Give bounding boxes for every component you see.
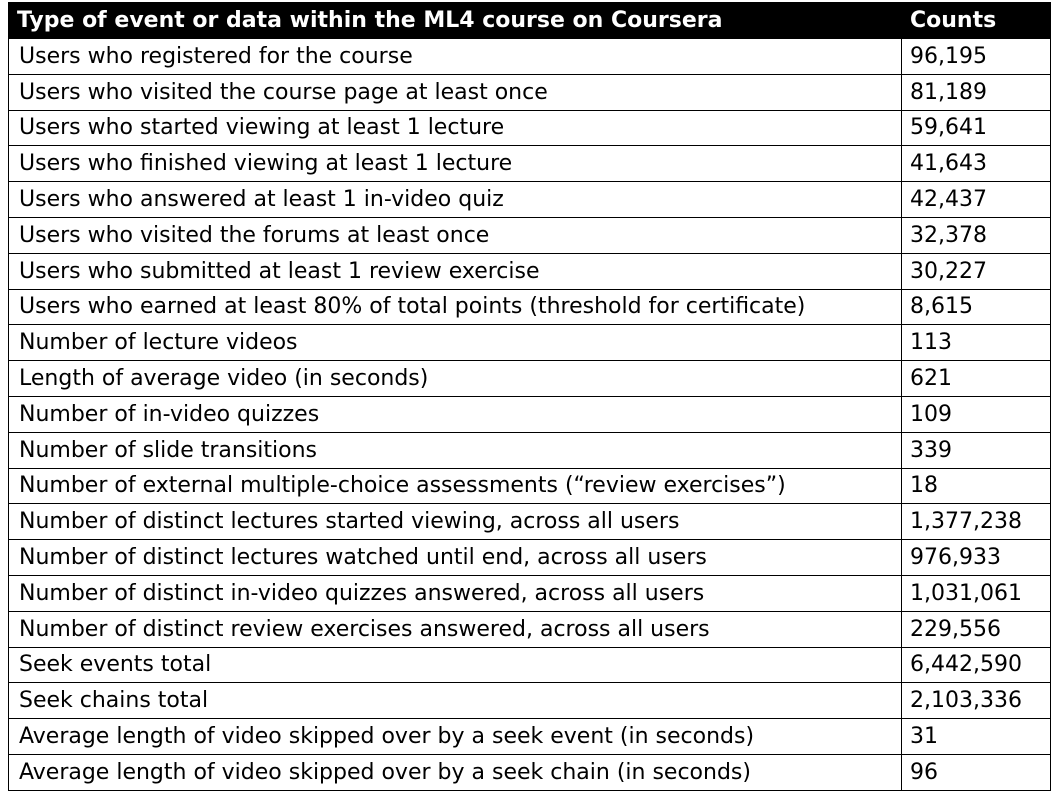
table-row: Number of in-video quizzes 109	[8, 395, 1051, 433]
event-cell: Users who answered at least 1 in-video q…	[8, 181, 902, 218]
count-cell: 113	[901, 324, 1051, 362]
count-cell: 96,195	[901, 38, 1051, 75]
event-cell: Users who started viewing at least 1 lec…	[8, 109, 902, 147]
count-cell: 109	[901, 395, 1051, 433]
count-cell: 81,189	[901, 73, 1051, 111]
table-row: Number of distinct lectures started view…	[8, 503, 1051, 541]
event-cell: Users who visited the course page at lea…	[8, 73, 902, 111]
table-row: Number of distinct review exercises answ…	[8, 610, 1051, 648]
table-row: Seek events total 6,442,590	[8, 646, 1051, 684]
count-cell: 976,933	[901, 539, 1051, 576]
event-cell: Users who submitted at least 1 review ex…	[8, 252, 902, 290]
event-cell: Length of average video (in seconds)	[8, 360, 902, 397]
event-cell: Number of in-video quizzes	[8, 395, 902, 433]
table-header-row: Type of event or data within the ML4 cou…	[8, 2, 1051, 39]
table-row: Users who registered for the course 96,19…	[8, 38, 1051, 75]
count-cell: 42,437	[901, 181, 1051, 218]
event-cell: Users who registered for the course	[8, 38, 902, 75]
table-row: Number of distinct lectures watched unti…	[8, 539, 1051, 576]
event-cell: Users who earned at least 80% of total p…	[8, 288, 902, 326]
table-row: Seek chains total 2,103,336	[8, 682, 1051, 720]
count-cell: 32,378	[901, 216, 1051, 254]
count-cell: 18	[901, 467, 1051, 505]
count-cell: 31	[901, 718, 1051, 755]
count-cell: 41,643	[901, 145, 1051, 183]
table-row: Number of lecture videos 113	[8, 324, 1051, 362]
header-event-type: Type of event or data within the ML4 cou…	[8, 2, 902, 39]
event-cell: Users who finished viewing at least 1 le…	[8, 145, 902, 183]
count-cell: 1,377,238	[901, 503, 1051, 541]
event-cell: Number of slide transitions	[8, 431, 902, 469]
count-cell: 6,442,590	[901, 646, 1051, 684]
count-cell: 229,556	[901, 610, 1051, 648]
table-row: Number of distinct in-video quizzes answ…	[8, 574, 1051, 612]
count-cell: 30,227	[901, 252, 1051, 290]
event-cell: Number of distinct in-video quizzes answ…	[8, 574, 902, 612]
event-cell: Average length of video skipped over by …	[8, 753, 902, 791]
table-row: Length of average video (in seconds) 621	[8, 360, 1051, 397]
header-counts: Counts	[901, 2, 1051, 39]
event-cell: Number of distinct lectures watched unti…	[8, 539, 902, 576]
event-cell: Number of lecture videos	[8, 324, 902, 362]
event-cell: Seek chains total	[8, 682, 902, 720]
course-statistics-table: Type of event or data within the ML4 cou…	[8, 2, 1051, 791]
event-cell: Number of distinct lectures started view…	[8, 503, 902, 541]
count-cell: 621	[901, 360, 1051, 397]
table-row: Users who submitted at least 1 review ex…	[8, 252, 1051, 290]
table-body: Users who registered for the course 96,19…	[8, 38, 1051, 791]
table-row: Users who answered at least 1 in-video q…	[8, 181, 1051, 218]
table-row: Users who finished viewing at least 1 le…	[8, 145, 1051, 183]
count-cell: 2,103,336	[901, 682, 1051, 720]
table-row: Number of external multiple-choice asses…	[8, 467, 1051, 505]
event-cell: Number of external multiple-choice asses…	[8, 467, 902, 505]
table-row: Average length of video skipped over by …	[8, 753, 1051, 791]
table-row: Users who started viewing at least 1 lec…	[8, 109, 1051, 147]
event-cell: Users who visited the forums at least on…	[8, 216, 902, 254]
count-cell: 1,031,061	[901, 574, 1051, 612]
table-row: Average length of video skipped over by …	[8, 718, 1051, 755]
count-cell: 8,615	[901, 288, 1051, 326]
statistics-table-container: Type of event or data within the ML4 cou…	[8, 2, 1051, 791]
table-row: Users who earned at least 80% of total p…	[8, 288, 1051, 326]
table-row: Users who visited the forums at least on…	[8, 216, 1051, 254]
event-cell: Seek events total	[8, 646, 902, 684]
event-cell: Number of distinct review exercises answ…	[8, 610, 902, 648]
count-cell: 339	[901, 431, 1051, 469]
table-row: Number of slide transitions 339	[8, 431, 1051, 469]
count-cell: 59,641	[901, 109, 1051, 147]
table-row: Users who visited the course page at lea…	[8, 73, 1051, 111]
event-cell: Average length of video skipped over by …	[8, 718, 902, 755]
count-cell: 96	[901, 753, 1051, 791]
